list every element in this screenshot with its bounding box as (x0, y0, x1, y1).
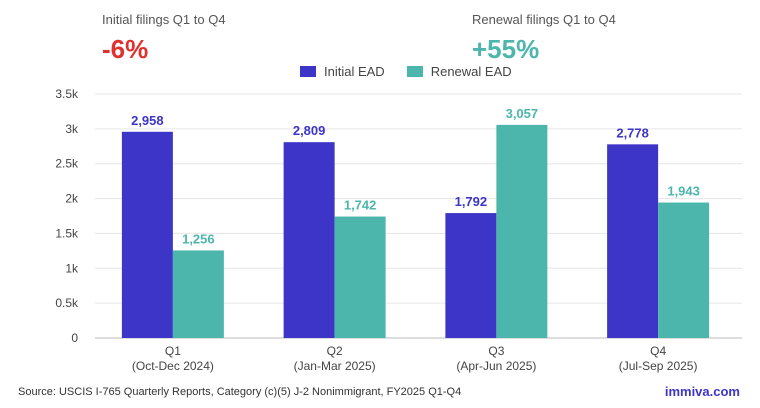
y-tick-label: 0.5k (55, 296, 79, 310)
y-tick-label: 3k (65, 122, 79, 136)
brand-link[interactable]: immiva.com (664, 384, 740, 399)
bar-initial (607, 144, 659, 338)
data-label-initial: 2,778 (616, 125, 649, 140)
data-label-renewal: 3,057 (506, 106, 539, 121)
kpi-initial-label: Initial filings Q1 to Q4 (102, 12, 226, 27)
chart-legend: Initial EAD Renewal EAD (300, 64, 512, 79)
data-label-renewal: 1,256 (182, 231, 215, 246)
data-label-renewal: 1,742 (344, 198, 377, 213)
x-tick-sublabel: (Apr-Jun 2025) (456, 359, 536, 373)
data-label-initial: 2,958 (131, 113, 164, 128)
x-tick-sublabel: (Oct-Dec 2024) (132, 359, 214, 373)
legend-label-renewal: Renewal EAD (430, 64, 512, 79)
data-label-renewal: 1,943 (667, 184, 700, 199)
bar-renewal (658, 202, 710, 338)
data-label-initial: 1,792 (455, 194, 488, 209)
y-tick-label: 2.5k (55, 157, 79, 171)
bar-initial (121, 131, 173, 338)
x-tick-label: Q1 (165, 344, 181, 358)
x-tick-sublabel: (Jul-Sep 2025) (619, 359, 698, 373)
legend-item-initial[interactable]: Initial EAD (300, 64, 385, 79)
bar-renewal (496, 124, 548, 339)
kpi-renewal: Renewal filings Q1 to Q4 +55% (472, 12, 616, 65)
y-tick-label: 1.5k (55, 226, 79, 240)
y-tick-label: 0 (71, 331, 78, 345)
x-tick-sublabel: (Jan-Mar 2025) (294, 359, 376, 373)
x-tick-label: Q3 (488, 344, 504, 358)
legend-label-initial: Initial EAD (324, 64, 385, 79)
kpi-initial-value: -6% (102, 34, 149, 64)
bar-initial (445, 213, 497, 338)
x-tick-label: Q2 (327, 344, 343, 358)
bar-initial (283, 142, 335, 338)
x-tick-label: Q4 (650, 344, 666, 358)
kpi-initial: Initial filings Q1 to Q4 -6% (102, 12, 226, 65)
y-tick-label: 2k (65, 192, 79, 206)
data-label-initial: 2,809 (293, 123, 326, 138)
bar-renewal (172, 250, 224, 338)
source-note: Source: USCIS I-765 Quarterly Reports, C… (18, 386, 462, 398)
legend-swatch-initial (300, 66, 316, 77)
legend-swatch-renewal (406, 66, 423, 77)
y-tick-label: 1k (65, 261, 79, 275)
kpi-renewal-label: Renewal filings Q1 to Q4 (472, 12, 616, 27)
legend-item-renewal[interactable]: Renewal EAD (406, 64, 512, 79)
bar-renewal (334, 216, 386, 338)
kpi-renewal-value: +55% (472, 34, 540, 64)
y-tick-label: 3.5k (55, 87, 79, 101)
